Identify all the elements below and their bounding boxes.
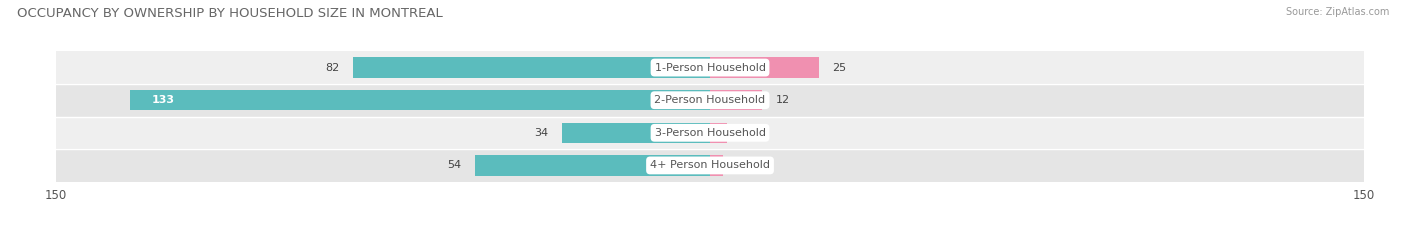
- Bar: [562, 123, 710, 143]
- Bar: [56, 84, 1364, 116]
- Bar: [710, 90, 762, 110]
- Text: Source: ZipAtlas.com: Source: ZipAtlas.com: [1285, 7, 1389, 17]
- Text: 4: 4: [741, 128, 748, 138]
- Bar: [710, 58, 818, 78]
- Bar: [710, 155, 723, 175]
- Text: 34: 34: [534, 128, 548, 138]
- Bar: [56, 116, 1364, 149]
- Bar: [56, 149, 1364, 182]
- Text: 3-Person Household: 3-Person Household: [655, 128, 765, 138]
- Text: 4+ Person Household: 4+ Person Household: [650, 161, 770, 170]
- Bar: [353, 58, 710, 78]
- Bar: [131, 90, 710, 110]
- Text: OCCUPANCY BY OWNERSHIP BY HOUSEHOLD SIZE IN MONTREAL: OCCUPANCY BY OWNERSHIP BY HOUSEHOLD SIZE…: [17, 7, 443, 20]
- Text: 54: 54: [447, 161, 461, 170]
- Text: 2-Person Household: 2-Person Household: [654, 95, 766, 105]
- Bar: [56, 51, 1364, 84]
- Text: 133: 133: [152, 95, 176, 105]
- Bar: [710, 123, 727, 143]
- Text: 25: 25: [832, 63, 846, 72]
- Text: 1-Person Household: 1-Person Household: [655, 63, 765, 72]
- Text: 0: 0: [723, 161, 730, 170]
- Bar: [475, 155, 710, 175]
- Text: 82: 82: [325, 63, 340, 72]
- Text: 12: 12: [776, 95, 790, 105]
